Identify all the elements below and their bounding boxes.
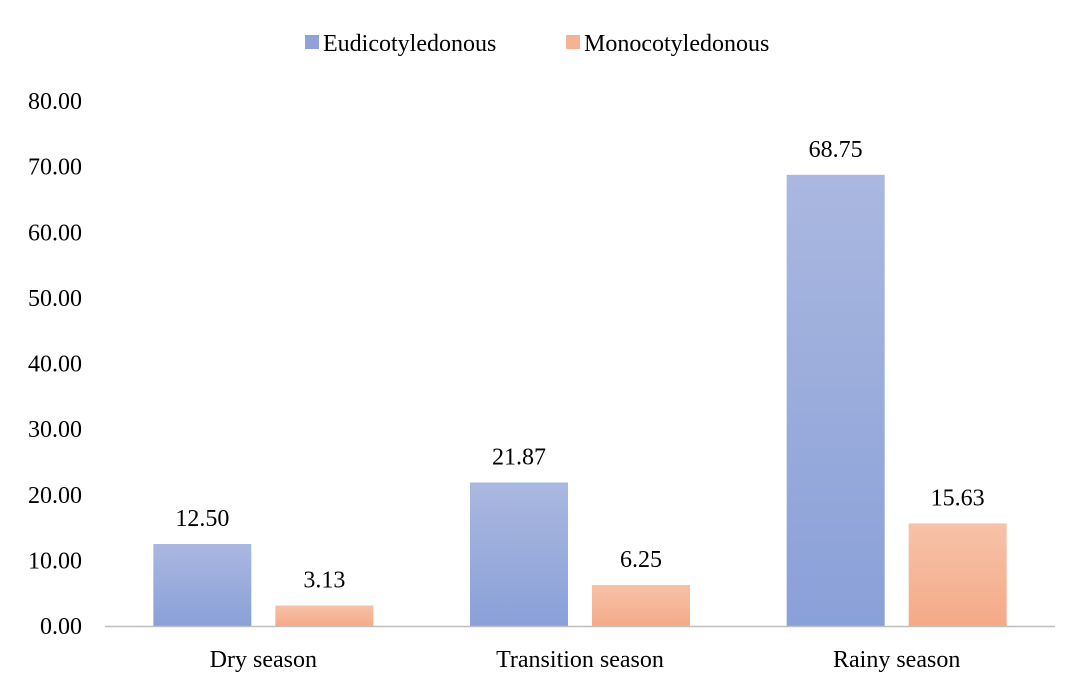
- y-tick-label: 30.00: [28, 417, 82, 443]
- y-tick-label: 80.00: [28, 89, 82, 115]
- y-tick-label: 60.00: [28, 220, 82, 246]
- y-tick-label: 0.00: [40, 614, 82, 640]
- y-tick-label: 10.00: [28, 548, 82, 574]
- y-tick-label: 50.00: [28, 286, 82, 312]
- data-label: 3.13: [303, 567, 345, 593]
- bar-monocotyledonous: [908, 523, 1007, 626]
- bars: [153, 174, 1007, 626]
- y-tick-label: 20.00: [28, 483, 82, 509]
- bar-eudicotyledonous: [153, 543, 252, 626]
- legend: Eudicotyledonous Monocotyledonous: [305, 31, 769, 57]
- bar-eudicotyledonous: [786, 174, 885, 626]
- legend-swatch: [305, 35, 319, 49]
- data-label: 21.87: [492, 444, 546, 470]
- data-labels: 12.50 3.13 21.87 6.25 68.75 15.63: [175, 137, 984, 594]
- legend-label: Monocotyledonous: [584, 31, 769, 57]
- data-label: 15.63: [931, 485, 985, 511]
- x-tick-label: Dry season: [210, 647, 317, 673]
- data-label: 6.25: [620, 547, 662, 573]
- bar-monocotyledonous: [592, 584, 690, 626]
- legend-swatch: [566, 35, 580, 49]
- y-axis: 0.00 10.00 20.00 30.00 40.00 50.00 60.00 70.00 8…: [28, 89, 82, 640]
- data-label: 12.50: [175, 506, 229, 532]
- x-tick-label: Transition season: [496, 647, 664, 673]
- legend-label: Eudicotyledonous: [323, 31, 496, 57]
- x-axis: Dry season Transition season Rainy season: [210, 647, 961, 673]
- data-label: 68.75: [809, 137, 863, 163]
- bar-eudicotyledonous: [470, 482, 568, 626]
- y-tick-label: 70.00: [28, 155, 82, 181]
- x-tick-label: Rainy season: [833, 647, 960, 673]
- bar-monocotyledonous: [275, 605, 374, 626]
- y-tick-label: 40.00: [28, 352, 82, 378]
